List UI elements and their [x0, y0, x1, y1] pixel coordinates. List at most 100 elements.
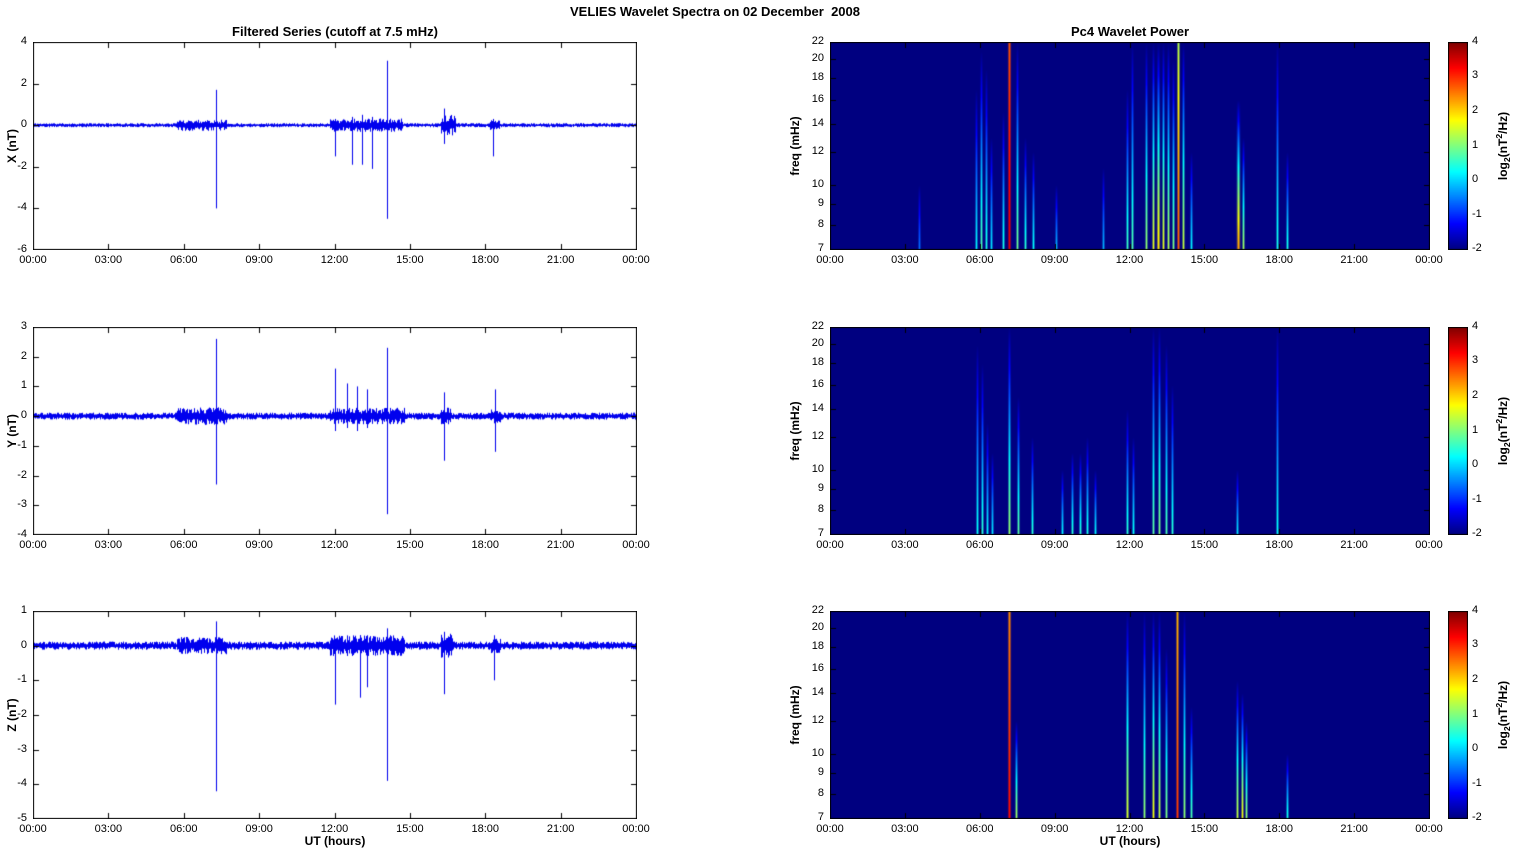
x-tick-label: 15:00 — [396, 254, 424, 266]
x-tick-label: 00:00 — [816, 539, 844, 551]
x-tick-label: 21:00 — [1340, 539, 1368, 551]
x-tick-label: 21:00 — [546, 823, 575, 835]
colorbar-x-label: log2(nT2/Hz) — [1493, 111, 1513, 181]
colorbar-tick-label: -1 — [1472, 777, 1482, 789]
ylabel-z-series: Z (nT) — [5, 698, 19, 732]
x-tick-label: 00:00 — [622, 539, 650, 551]
x-tick-label: 21:00 — [1340, 254, 1368, 266]
freq-tick-label: 9 — [817, 197, 824, 209]
freq-tick-label: 12 — [811, 145, 824, 157]
freq-tick-label: 7 — [817, 527, 824, 539]
colorbar-z-gradient — [1448, 611, 1468, 819]
ylabel-y-series: Y (nT) — [5, 414, 19, 448]
panel-y-wavelet-power: 00:00 03:00 06:00 09:00 12:00 15:00 18:00 21:00… — [812, 320, 1443, 551]
colorbar-tick-label: 3 — [1472, 638, 1479, 650]
colorbar-tick-label: 1 — [1472, 139, 1479, 151]
freq-tick-label: 8 — [817, 218, 824, 230]
x-tick-label: 12:00 — [320, 254, 349, 266]
x-tick-label: 03:00 — [94, 539, 123, 551]
x-tick-label: 15:00 — [1190, 254, 1219, 266]
freq-tick-label: 12 — [811, 430, 824, 442]
x-tick-label: 00:00 — [19, 539, 47, 551]
freq-tick-label: 16 — [811, 378, 824, 390]
ylabel-x-series: X (nT) — [5, 129, 19, 163]
x-wavelet-power-spectrogram — [830, 42, 1430, 250]
x-tick-label: 18:00 — [471, 539, 500, 551]
y-tick-label: 1 — [20, 604, 27, 616]
x-tick-label: 21:00 — [1340, 823, 1368, 835]
x-tick-label: 09:00 — [245, 254, 273, 266]
y-filtered-series-plot — [33, 327, 637, 535]
colorbar-z-label: log2(nT2/Hz) — [1493, 680, 1513, 750]
x-tick-label: 15:00 — [1190, 823, 1219, 835]
freq-tick-label: 16 — [811, 662, 824, 674]
colorbar-y-gradient — [1448, 327, 1468, 535]
y-tick-label: -1 — [17, 673, 27, 685]
freq-tick-label: 18 — [811, 356, 824, 368]
x-tick-label: 18:00 — [471, 823, 500, 835]
x-tick-label: 06:00 — [965, 823, 994, 835]
freq-tick-label: 18 — [811, 71, 824, 83]
right-column-title: Pc4 Wavelet Power — [1070, 24, 1189, 39]
colorbar-tick-label: -1 — [1472, 493, 1482, 505]
freq-tick-label: 20 — [811, 52, 824, 64]
ylabel-freq-z: freq (mHz) — [788, 685, 802, 745]
x-tick-label: 00:00 — [1415, 254, 1443, 266]
x-filtered-series-plot — [33, 42, 637, 250]
freq-tick-label: 10 — [811, 178, 824, 190]
z-filtered-series-plot — [33, 611, 637, 819]
x-tick-label: 09:00 — [1040, 539, 1069, 551]
freq-tick-label: 9 — [817, 482, 824, 494]
colorbar-tick-label: -2 — [1472, 527, 1482, 539]
colorbar-tick-label: 2 — [1472, 389, 1479, 401]
freq-tick-label: 18 — [811, 640, 824, 652]
y-tick-label: -3 — [17, 498, 27, 510]
y-tick-label: 1 — [20, 379, 27, 391]
freq-tick-label: 14 — [811, 117, 824, 129]
xlabel-left: UT (hours) — [304, 834, 366, 848]
y-tick-label: -6 — [17, 243, 27, 255]
freq-tick-label: 22 — [811, 320, 824, 332]
ylabel-freq-y: freq (mHz) — [788, 401, 802, 461]
x-tick-label: 21:00 — [546, 254, 575, 266]
x-tick-label: 00:00 — [19, 254, 47, 266]
freq-tick-label: 20 — [811, 337, 824, 349]
x-tick-label: 09:00 — [245, 539, 273, 551]
colorbar-tick-label: 3 — [1472, 354, 1479, 366]
colorbar-tick-label: 1 — [1472, 708, 1479, 720]
x-tick-label: 18:00 — [1265, 823, 1294, 835]
left-column-title: Filtered Series (cutoff at 7.5 mHz) — [232, 24, 438, 39]
x-tick-label: 12:00 — [1115, 254, 1144, 266]
panel-y-filtered-series: 00:00 03:00 06:00 09:00 12:00 15:00 18:00 21:00… — [17, 320, 650, 551]
y-wavelet-power-spectrogram — [830, 327, 1430, 535]
x-tick-label: 15:00 — [396, 539, 424, 551]
colorbar-tick-label: 0 — [1472, 458, 1479, 470]
y-tick-label: -5 — [17, 812, 27, 824]
x-tick-label: 00:00 — [1415, 539, 1443, 551]
x-tick-label: 18:00 — [1265, 539, 1294, 551]
y-tick-label: 0 — [20, 639, 27, 651]
x-tick-label: 00:00 — [816, 823, 844, 835]
x-tick-label: 03:00 — [891, 823, 919, 835]
x-tick-label: 00:00 — [622, 823, 650, 835]
y-tick-label: 4 — [20, 35, 27, 47]
freq-tick-label: 22 — [811, 604, 824, 616]
x-tick-label: 18:00 — [471, 254, 500, 266]
colorbar-tick-label: 3 — [1472, 69, 1479, 81]
y-tick-label: -3 — [17, 743, 27, 755]
x-tick-label: 06:00 — [169, 254, 198, 266]
freq-tick-label: 8 — [817, 787, 824, 799]
panel-x-wavelet-power: 00:00 03:00 06:00 09:00 12:00 15:00 18:00 21:00… — [812, 35, 1443, 266]
x-tick-label: 03:00 — [94, 254, 123, 266]
x-tick-label: 09:00 — [1040, 254, 1069, 266]
y-tick-label: 0 — [20, 409, 27, 421]
x-tick-label: 12:00 — [1115, 823, 1144, 835]
colorbar-x-gradient — [1448, 42, 1468, 250]
freq-tick-label: 7 — [817, 811, 824, 823]
colorbar-tick-label: -2 — [1472, 811, 1482, 823]
y-tick-label: -4 — [17, 528, 27, 540]
colorbar-tick-label: 2 — [1472, 104, 1479, 116]
colorbar-tick-label: -1 — [1472, 208, 1482, 220]
colorbar-tick-label: 0 — [1472, 173, 1479, 185]
